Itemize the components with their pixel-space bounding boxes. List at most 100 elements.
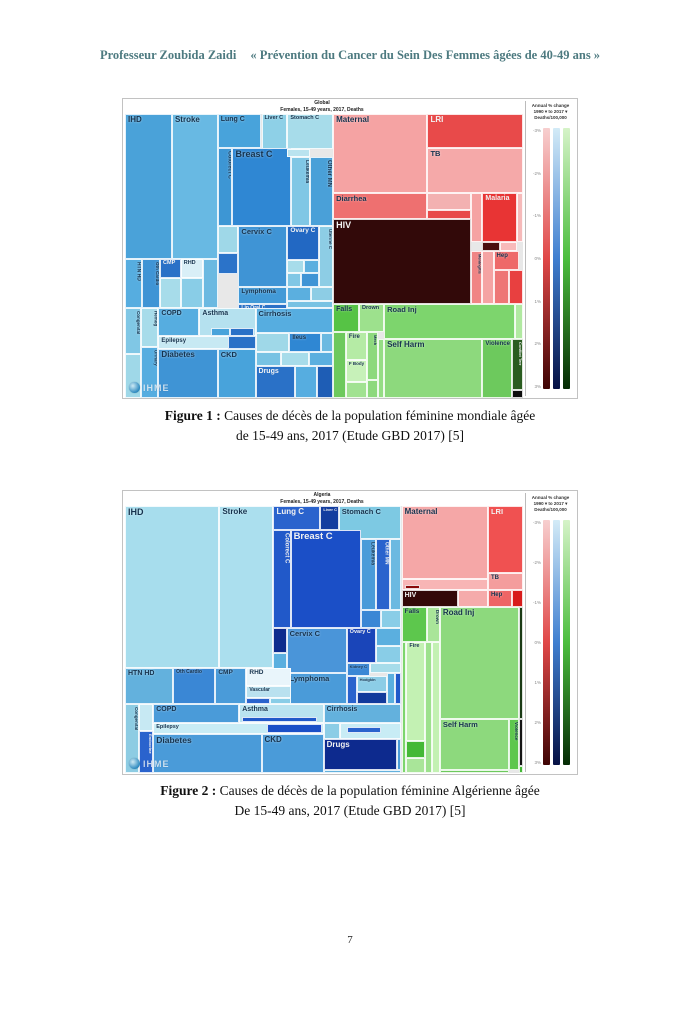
page-number: 7	[347, 934, 353, 946]
tile-unlabeled	[217, 226, 239, 254]
green-scale-bar	[563, 520, 570, 765]
tile-unlabeled	[375, 645, 401, 663]
tile-unlabeled	[228, 335, 256, 349]
tile-unlabeled	[273, 628, 287, 654]
legend-gradient-bars	[543, 520, 570, 765]
legend-title-line1: Annual % change	[531, 495, 570, 500]
tile-unlabeled	[317, 366, 334, 398]
tile-unlabeled	[255, 332, 290, 352]
legend-ticks: -3% -2% -1% 0% 1% 2% 3%	[528, 520, 543, 765]
tile-unlabeled	[311, 286, 334, 301]
tile-tb: TB	[487, 573, 523, 591]
tile-fire: Fire	[406, 641, 425, 741]
tile-unlabeled	[515, 303, 523, 339]
tile-epilepsy: Epilepsy	[153, 723, 324, 734]
tile-cirrhosis: Cirrhosis	[255, 307, 334, 333]
tile-unlabeled	[493, 270, 510, 304]
tile-unlabeled	[203, 259, 218, 308]
tile-unlabeled	[230, 327, 255, 336]
tile-unlabeled	[457, 590, 488, 608]
ihme-globe-icon	[129, 758, 140, 769]
tile-diabetes: Diabetes	[153, 734, 262, 773]
tile-cervix-c: Cervix C	[238, 226, 288, 287]
tile-unlabeled	[401, 641, 407, 773]
tile-self-harm: Self Harm	[384, 338, 483, 398]
tile-malaria: Malaria	[482, 193, 518, 242]
figure-1-treemap: IHD Stroke Lung C Liver C Stomach C Colorect …	[125, 114, 523, 398]
tile-tb: TB	[427, 148, 523, 194]
tile-htn-hd: HTN HD	[125, 668, 174, 705]
tile-hodgkin: Hodgkin	[356, 676, 387, 693]
tile-unlabeled	[366, 379, 379, 398]
tile-stomach-c: Stomach C	[287, 114, 334, 150]
tile-drugs: Drugs	[255, 366, 296, 398]
tile-lung-c: Lung C	[217, 114, 262, 149]
red-scale-bar	[543, 520, 550, 765]
tile-ckd: CKD	[217, 348, 256, 398]
tile-unlabeled	[519, 607, 524, 720]
figure-2-caption-line2: De 15-49 ans, 2017 (Etude GBD 2017) [5]	[234, 803, 466, 819]
legend-tick: 1%	[534, 298, 541, 304]
legend-units: Deaths/100,000	[534, 507, 567, 513]
tile-unlabeled	[511, 590, 523, 608]
tile-unlabeled	[180, 277, 203, 308]
tile-unlabeled	[210, 327, 231, 336]
tile-unlabeled	[427, 193, 472, 211]
legend-tick: -1%	[532, 600, 541, 605]
figure-2-caption: Figure 2 : Causes de décès de la populat…	[0, 781, 700, 822]
tile-hep: Hep	[493, 251, 520, 271]
tile-copd: COPD	[153, 704, 240, 724]
tile-unlabeled	[519, 719, 524, 767]
tile-unlabeled	[482, 241, 501, 252]
tile-ihd: IHD	[125, 506, 220, 669]
tile-unlabeled	[404, 585, 420, 590]
figure-2-location: Algeria	[313, 492, 331, 498]
tile-unlabeled	[217, 253, 239, 274]
tile-mech: Mech	[366, 331, 379, 380]
green-scale-bar	[563, 128, 570, 389]
tile-fire: Fire	[345, 331, 367, 360]
tile-unlabeled	[346, 676, 357, 705]
figure-2-caption-label: Figure 2 :	[160, 783, 217, 798]
tile-unlabeled	[321, 332, 334, 352]
tile-unlabeled	[345, 382, 367, 398]
legend-title: Annual % change 1990 ▾ to 2017 ▾ Deaths/…	[526, 495, 575, 513]
tile-urinary: Urinary	[140, 346, 159, 398]
tile-unlabeled	[281, 351, 310, 367]
legend-tick: -2%	[532, 560, 541, 565]
tile-unlabeled	[375, 628, 401, 646]
tile-unlabeled	[287, 300, 334, 308]
tile-htn-hd: HTN HD	[125, 259, 142, 308]
tile-lymphoma: Lymphoma	[238, 286, 288, 304]
tile-cmp: CMP	[160, 259, 181, 278]
tile-other-mn: Other MN	[375, 539, 390, 610]
tile-unlabeled	[309, 351, 334, 367]
tile-hep: Hep	[487, 590, 512, 608]
tile-rhd: RHD	[180, 259, 203, 278]
legend-year-selector: 1990 ▾ to 2017 ▾	[533, 109, 568, 115]
tile-unlabeled	[266, 724, 323, 733]
tile-unlabeled	[394, 672, 401, 705]
tile-ovary-c: Ovary C	[287, 226, 320, 260]
tile-ckd: CKD	[261, 734, 324, 773]
tile-unlabeled	[439, 769, 510, 773]
tile-self-harm: Self Harm	[439, 719, 510, 770]
tile-unlabeled	[389, 539, 401, 610]
tile-unlabeled	[160, 277, 181, 308]
tile-ovary-c: Ovary C	[346, 628, 376, 663]
tile-unlabeled	[406, 740, 425, 759]
tile-breast-c: Breast C	[232, 148, 292, 227]
tile-cervix-c: Cervix C	[286, 628, 347, 674]
legend-tick: -3%	[532, 520, 541, 525]
legend-title: Annual % change 1990 ▾ to 2017 ▾ Deaths/…	[526, 103, 575, 121]
tile-leukemia: Leukemia	[360, 539, 376, 610]
figure-1-subtitle: Females, 15-49 years, 2017, Deaths	[280, 107, 364, 113]
figure-2-treemap: IHD Stroke Lung C Liver C Stomach C Colorect …	[125, 506, 524, 773]
figure-1-caption: Figure 1 : Causes de décès de la populat…	[0, 406, 700, 447]
figure-2-caption-text: Causes de décès de la population féminin…	[216, 783, 540, 798]
legend-tick: 2%	[534, 341, 541, 347]
tile-diarrhea: Diarrhea	[333, 193, 428, 220]
figure-1-caption-text: Causes de décès de la population féminin…	[220, 408, 536, 423]
tile-unlabeled	[380, 609, 401, 628]
